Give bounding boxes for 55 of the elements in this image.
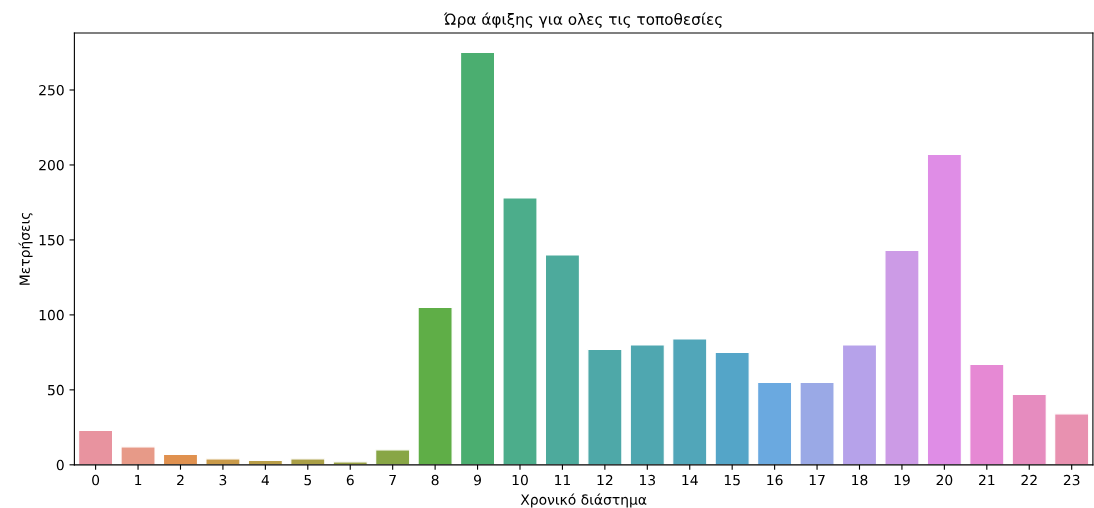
x-tick-label: 7 bbox=[389, 474, 396, 486]
x-tick-label: 13 bbox=[639, 474, 656, 486]
bar bbox=[502, 197, 538, 465]
bar bbox=[672, 338, 708, 465]
y-tick-label: 150 bbox=[39, 234, 64, 246]
y-tick-label: 100 bbox=[39, 309, 64, 321]
bar bbox=[375, 449, 411, 465]
bar bbox=[417, 306, 453, 465]
x-tick-label: 23 bbox=[1063, 474, 1080, 486]
bar bbox=[120, 446, 156, 465]
x-tick-label: 20 bbox=[936, 474, 953, 486]
y-axis-title: Μετρήσεις bbox=[18, 212, 33, 285]
bar bbox=[78, 429, 114, 465]
y-tick-label: 50 bbox=[48, 384, 64, 396]
x-tick-label: 18 bbox=[852, 474, 868, 486]
x-tick-label: 0 bbox=[92, 474, 100, 486]
x-tick-label: 21 bbox=[978, 474, 995, 486]
x-tick-label: 22 bbox=[1021, 474, 1037, 486]
bar bbox=[629, 344, 665, 465]
bar bbox=[1054, 413, 1090, 465]
x-tick-label: 19 bbox=[894, 474, 910, 486]
bar bbox=[799, 381, 835, 465]
bar bbox=[969, 363, 1005, 465]
chart-title: Ώρα άφιξης για ολες τις τοποθεσίες bbox=[443, 12, 722, 28]
x-tick-label: 15 bbox=[724, 474, 740, 486]
x-axis-title: Χρονικό διάστημα bbox=[520, 493, 647, 508]
x-tick-label: 10 bbox=[512, 474, 528, 486]
x-tick-label: 1 bbox=[135, 474, 142, 486]
x-tick-label: 6 bbox=[346, 474, 354, 486]
x-tick-label: 8 bbox=[431, 474, 439, 486]
bar bbox=[884, 249, 920, 465]
x-tick-label: 12 bbox=[597, 474, 613, 486]
x-tick-label: 17 bbox=[809, 474, 825, 486]
x-tick-label: 5 bbox=[304, 474, 312, 486]
bar bbox=[587, 348, 623, 465]
x-tick-label: 3 bbox=[219, 474, 227, 486]
x-tick-label: 2 bbox=[177, 474, 184, 486]
bar bbox=[1011, 393, 1047, 465]
y-tick-label: 200 bbox=[39, 159, 64, 171]
y-tick-label: 250 bbox=[39, 84, 64, 96]
y-tick-label: 0 bbox=[56, 459, 64, 471]
x-tick-label: 16 bbox=[767, 474, 783, 486]
bar bbox=[290, 458, 326, 465]
bar bbox=[544, 254, 580, 465]
bar bbox=[460, 51, 496, 465]
x-tick-label: 11 bbox=[555, 474, 570, 486]
bar bbox=[162, 453, 199, 465]
bar bbox=[757, 381, 793, 465]
x-tick-label: 4 bbox=[261, 474, 269, 486]
bar bbox=[205, 458, 241, 465]
bar bbox=[926, 153, 962, 465]
x-tick-label: 14 bbox=[682, 474, 698, 486]
x-tick-label: 9 bbox=[474, 474, 481, 486]
bar bbox=[714, 351, 750, 465]
bar bbox=[841, 344, 878, 465]
